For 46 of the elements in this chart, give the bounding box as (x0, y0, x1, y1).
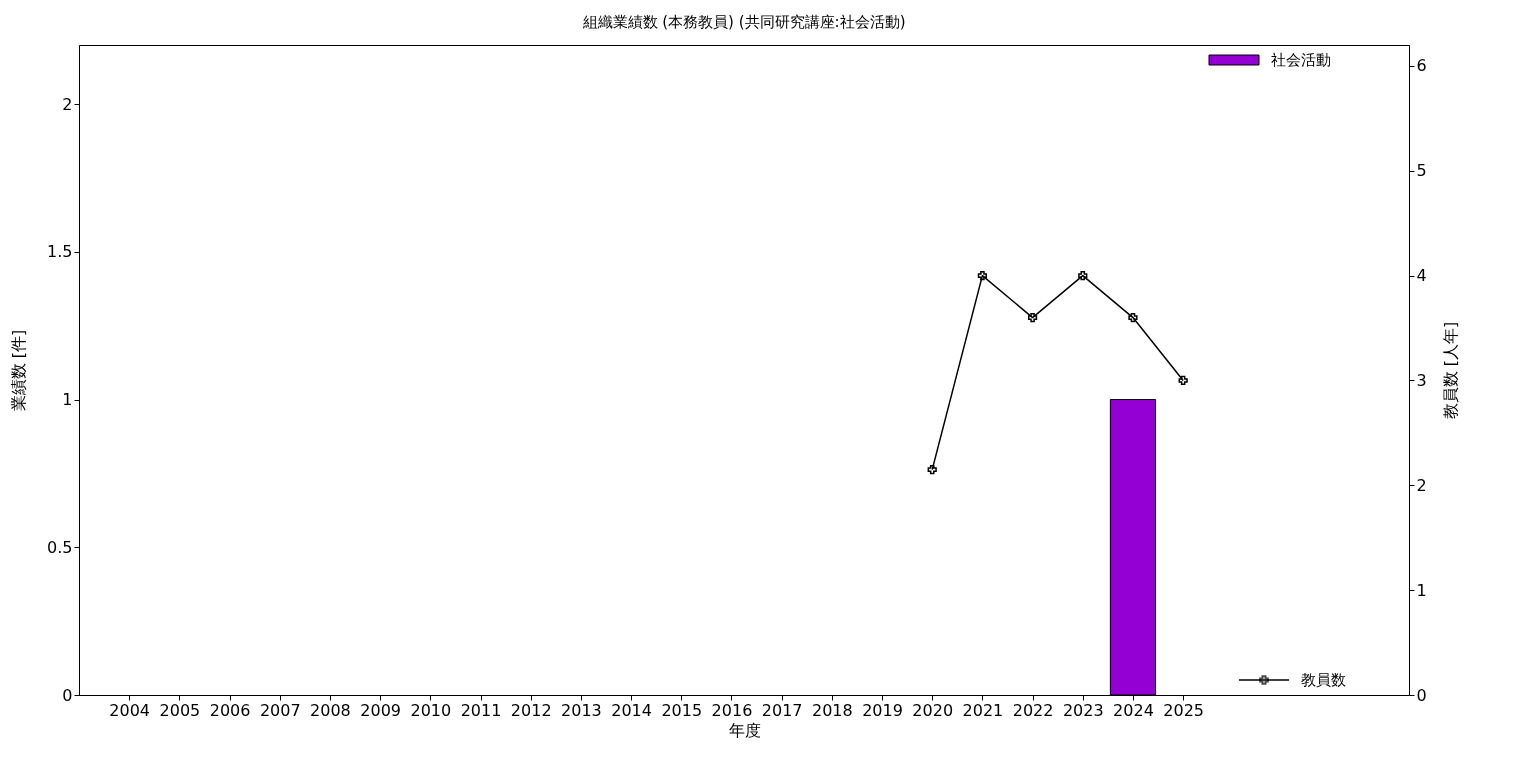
legend-label: 社会活動 (1271, 51, 1331, 69)
x-tick-label: 2004 (109, 700, 151, 720)
x-tick-label: 2014 (611, 700, 652, 720)
x-tick-label: 2021 (962, 700, 1004, 720)
x-tick-label: 2025 (1163, 700, 1205, 720)
y2-tick-label: 3 (1416, 370, 1427, 390)
x-tick-label: 2011 (460, 700, 502, 720)
y2-tick-label: 4 (1416, 266, 1427, 286)
point (977, 271, 988, 281)
y-axis-title: 業績数 [件] (9, 329, 29, 412)
x-tick-label: 2013 (561, 700, 602, 720)
legend-label: 教員数 (1301, 671, 1346, 689)
x-tick-label: 2019 (862, 700, 903, 720)
y-tick-label: 1 (62, 390, 73, 410)
x-tick-label: 2005 (159, 700, 201, 720)
y2-tick-label: 6 (1416, 56, 1427, 76)
y-tick-label: 0 (62, 685, 73, 705)
y-tick-label: 0.5 (47, 537, 73, 557)
x-axis-title: 年度 (728, 720, 761, 740)
y2-tick-label: 1 (1416, 580, 1427, 600)
x-tick-label: 2008 (310, 700, 351, 720)
x-tick-label: 2018 (811, 700, 853, 720)
point (1078, 271, 1088, 281)
x-tick-label: 2022 (1012, 700, 1054, 720)
y-tick-label: 2 (62, 94, 73, 114)
y2-tick-label: 0 (1416, 685, 1427, 705)
y-tick-label: 1.5 (47, 242, 73, 262)
x-tick-label: 2023 (1062, 700, 1104, 720)
point (1178, 375, 1188, 386)
point (1128, 312, 1138, 323)
point (1027, 312, 1038, 323)
y2-tick-label: 2 (1416, 475, 1427, 495)
point (927, 464, 937, 475)
x-tick-label: 2016 (711, 700, 753, 720)
x-tick-label: 2007 (259, 700, 301, 720)
x-tick-label: 2024 (1113, 700, 1154, 720)
y2-tick-label: 5 (1416, 161, 1427, 181)
x-tick-label: 2012 (510, 700, 552, 720)
x-tick-label: 2010 (410, 700, 452, 720)
x-tick-label: 2017 (761, 700, 803, 720)
x-tick-label: 2015 (661, 700, 703, 720)
y2-axis-title: 教員数 [人年] (1440, 321, 1460, 420)
x-tick-label: 2006 (209, 700, 251, 720)
chart-title: 組織業績数 (本務教員) (共同研究講座:社会活動) (581, 13, 906, 31)
x-tick-label: 2009 (360, 700, 401, 720)
x-tick-label: 2020 (912, 700, 954, 720)
